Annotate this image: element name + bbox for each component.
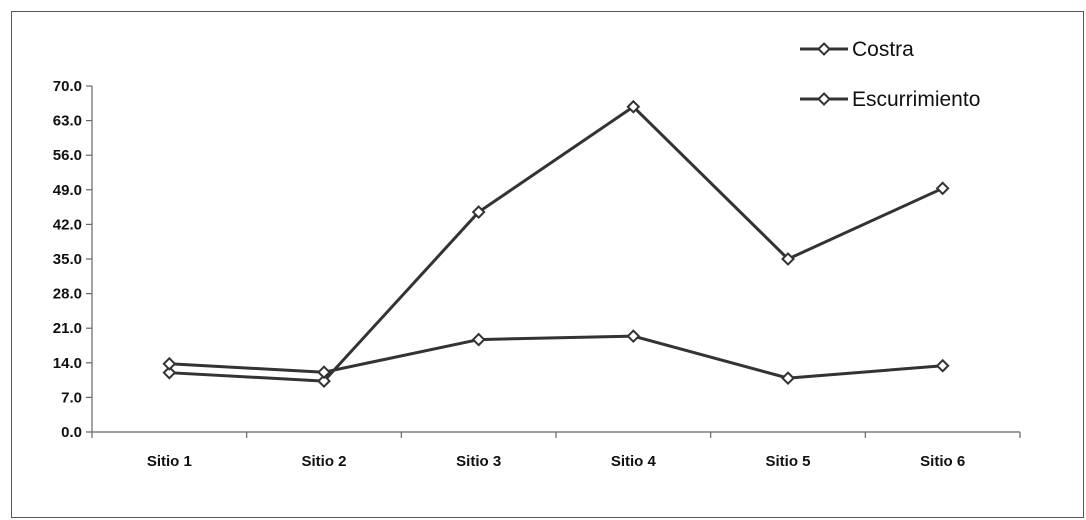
y-tick-label: 0.0 <box>61 424 82 441</box>
series-escurrimiento <box>162 329 950 386</box>
x-tick-label: Sitio 4 <box>611 453 657 470</box>
legend-marker <box>817 92 831 106</box>
x-tick-label: Sitio 1 <box>147 453 192 470</box>
x-tick-label: Sitio 5 <box>765 453 810 470</box>
data-point-marker <box>471 332 486 347</box>
x-tick-label: Sitio 2 <box>301 453 346 470</box>
y-tick-label: 56.0 <box>53 147 82 164</box>
data-point-marker <box>626 99 641 114</box>
legend: Costra Escurrimiento <box>800 38 980 111</box>
data-point-marker <box>317 374 331 389</box>
y-tick-label: 14.0 <box>53 355 82 372</box>
chart-frame <box>11 11 1084 518</box>
data-point-marker <box>935 181 950 196</box>
series-line <box>169 105 944 383</box>
legend-label: Escurrimiento <box>852 88 980 111</box>
y-tick-label: 21.0 <box>53 320 82 337</box>
y-tick-label: 42.0 <box>53 216 82 233</box>
y-tick-label: 28.0 <box>53 286 82 303</box>
legend-item: Escurrimiento <box>800 88 980 111</box>
y-tick-label: 35.0 <box>53 251 82 268</box>
data-point-marker <box>935 358 950 373</box>
x-tick-label: Sitio 6 <box>920 453 965 470</box>
data-point-marker <box>781 252 795 266</box>
series-costra <box>162 99 950 389</box>
y-tick-label: 49.0 <box>53 182 82 199</box>
x-tick-label: Sitio 3 <box>456 453 501 470</box>
data-point-marker <box>626 329 641 344</box>
legend-item: Costra <box>800 38 914 61</box>
data-point-marker <box>781 371 795 386</box>
y-axis: 0.0 7.0 14.0 21.0 28.0 35.0 42.0 49.0 56.0 63.0 70… <box>53 78 93 441</box>
series-layer <box>162 99 950 389</box>
data-point-marker <box>317 365 331 380</box>
legend-marker <box>817 42 831 56</box>
data-point-marker <box>162 365 177 380</box>
x-axis: Sitio 1 Sitio 2 Sitio 3 Sitio 4 Sitio 5 Sitio… <box>91 431 1021 470</box>
y-tick-label: 7.0 <box>61 389 82 406</box>
data-point-marker <box>471 205 486 219</box>
y-tick-label: 70.0 <box>53 78 82 95</box>
legend-label: Costra <box>852 38 914 61</box>
data-point-marker <box>162 356 177 371</box>
series-line <box>169 334 943 380</box>
y-tick-label: 63.0 <box>53 113 82 130</box>
